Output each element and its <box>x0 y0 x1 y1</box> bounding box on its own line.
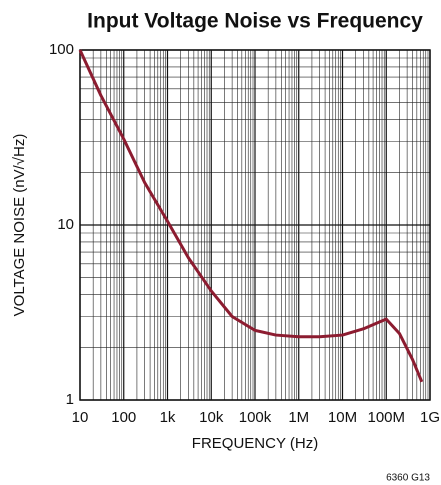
x-axis-label: FREQUENCY (Hz) <box>192 435 318 452</box>
x-tick-label: 10M <box>328 409 357 426</box>
noise-curve <box>78 49 424 383</box>
x-tick-label: 1k <box>160 409 176 426</box>
x-tick-label: 100 <box>111 409 136 426</box>
y-tick-label: 1 <box>66 391 74 408</box>
figure-note: 6360 G13 <box>386 473 430 484</box>
x-tick-label: 1G <box>420 409 440 426</box>
x-tick-label: 10 <box>72 409 89 426</box>
x-tick-label: 100k <box>239 409 272 426</box>
x-tick-label: 1M <box>288 409 309 426</box>
plot-frame <box>79 49 431 401</box>
x-tick-label: 10k <box>199 409 224 426</box>
x-tick-label: 100M <box>367 409 405 426</box>
y-tick-label: 10 <box>57 216 74 233</box>
y-tick-label: 100 <box>49 41 74 58</box>
chart-title: Input Voltage Noise vs Frequency <box>87 10 423 33</box>
y-axis-label: VOLTAGE NOISE (nV/√Hz) <box>11 134 28 317</box>
